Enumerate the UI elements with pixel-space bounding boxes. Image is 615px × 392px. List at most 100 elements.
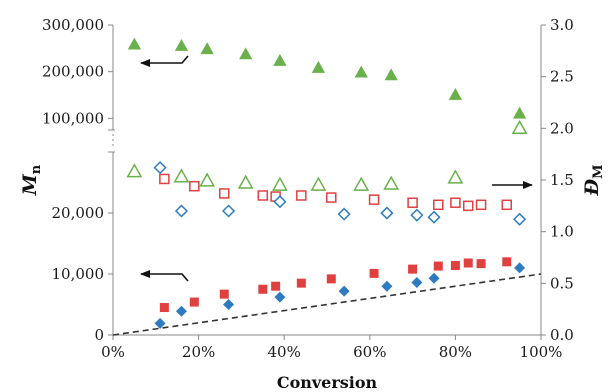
data-point-square <box>476 259 486 269</box>
data-point-diamond <box>274 291 286 303</box>
y-right-tick-label: 0.5 <box>550 274 574 292</box>
data-point-square <box>159 303 169 313</box>
data-point-triangle <box>199 172 216 187</box>
y-right-tick-label: 1.0 <box>550 223 574 241</box>
series-open-triangle <box>126 119 528 191</box>
data-point-square <box>463 258 473 268</box>
data-point-square <box>462 200 474 212</box>
data-point-triangle <box>448 88 463 100</box>
data-point-diamond <box>174 204 189 218</box>
data-point-square <box>408 264 418 274</box>
data-point-square <box>433 199 444 211</box>
data-point-triangle <box>511 119 528 134</box>
data-point-triangle <box>353 176 370 191</box>
data-point-diamond <box>154 317 166 329</box>
data-point-square <box>296 278 306 288</box>
data-point-square <box>219 289 229 299</box>
data-point-square <box>368 194 380 205</box>
data-point-triangle <box>447 169 464 184</box>
data-point-diamond <box>153 161 167 175</box>
data-point-triangle <box>271 176 288 191</box>
y-right-tick-label: 0.0 <box>550 326 574 344</box>
data-point-square <box>326 192 337 203</box>
y-left-tick-label: 0 <box>94 326 104 344</box>
data-point-square <box>219 188 230 199</box>
data-point-square <box>369 268 379 278</box>
data-point-triangle <box>310 176 327 191</box>
data-point-square <box>475 199 487 211</box>
data-point-square <box>433 261 443 271</box>
data-point-diamond <box>338 285 350 297</box>
data-point-square <box>450 260 460 270</box>
data-point-square <box>326 274 336 284</box>
y-left-tick-label: 100,000 <box>42 109 104 127</box>
data-point-square <box>189 180 200 192</box>
axis-labels: Conversion Mn ĐM <box>19 164 606 392</box>
data-point-diamond <box>380 206 394 220</box>
y-axis-left-label: Mn <box>19 164 44 196</box>
annotations <box>140 55 533 282</box>
x-tick-label: 80% <box>439 343 472 361</box>
data-point-triangle <box>237 174 254 189</box>
data-point-triangle <box>173 168 190 183</box>
data-point-triangle <box>273 53 287 66</box>
data-marks <box>126 37 528 329</box>
y-right-tick-label: 2.5 <box>550 68 574 86</box>
data-point-triangle <box>126 163 143 178</box>
data-point-triangle <box>383 175 400 190</box>
data-point-diamond <box>337 207 351 221</box>
data-point-square <box>258 284 268 294</box>
data-point-triangle <box>512 106 527 119</box>
y-right-tick-label: 2.0 <box>550 119 574 137</box>
x-axis-label: Conversion <box>277 373 378 392</box>
data-point-diamond <box>223 299 235 310</box>
data-point-square <box>407 197 418 208</box>
x-tick-label: 60% <box>353 343 386 361</box>
data-point-square <box>450 197 461 208</box>
data-point-diamond <box>381 280 393 292</box>
data-point-triangle <box>384 68 398 81</box>
data-point-square <box>296 190 307 201</box>
data-point-square <box>159 173 170 185</box>
annotation-arrow-left <box>140 55 189 67</box>
series-filled-square <box>159 257 512 313</box>
y-axis-right-label: ĐM <box>581 165 606 197</box>
data-point-triangle <box>174 39 189 51</box>
data-point-diamond <box>221 204 236 218</box>
annotation-arrow-left <box>140 270 189 282</box>
series-filled-diamond <box>154 262 526 329</box>
data-point-triangle <box>127 37 142 50</box>
x-tick-label: 20% <box>182 343 215 361</box>
data-point-diamond <box>273 195 287 209</box>
x-tick-label: 0% <box>101 343 125 361</box>
data-point-diamond <box>411 277 423 289</box>
y-left-tick-label: 10,000 <box>52 265 105 283</box>
data-point-diamond <box>410 208 424 222</box>
theory-line <box>112 273 542 336</box>
data-point-diamond <box>175 305 187 317</box>
y-left-tick-label: 200,000 <box>42 63 104 81</box>
y-right-tick-label: 1.5 <box>550 171 574 189</box>
series-open-diamond <box>153 161 527 226</box>
data-point-square <box>257 190 269 201</box>
data-point-diamond <box>514 262 526 274</box>
y-left-tick-label: 20,000 <box>52 204 105 222</box>
data-point-triangle <box>200 42 214 55</box>
data-point-triangle <box>311 60 326 73</box>
data-point-diamond <box>513 212 527 226</box>
y-left-tick-label: 300,000 <box>42 16 104 34</box>
data-point-square <box>271 281 281 291</box>
x-tick-label: 100% <box>520 343 563 361</box>
theory-line-group <box>112 273 542 336</box>
series-open-square <box>159 173 513 212</box>
y-right-tick-label: 3.0 <box>550 16 574 34</box>
data-point-square <box>189 297 199 307</box>
axes: 0% 20% 40% 60% 80% 100% 300,000 200,000 100,000 2… <box>42 16 574 361</box>
data-point-square <box>501 199 513 211</box>
data-point-triangle <box>239 47 253 60</box>
data-point-square <box>502 257 512 267</box>
data-point-diamond <box>428 272 440 284</box>
series-filled-triangle <box>127 37 527 119</box>
x-tick-label: 40% <box>268 343 301 361</box>
